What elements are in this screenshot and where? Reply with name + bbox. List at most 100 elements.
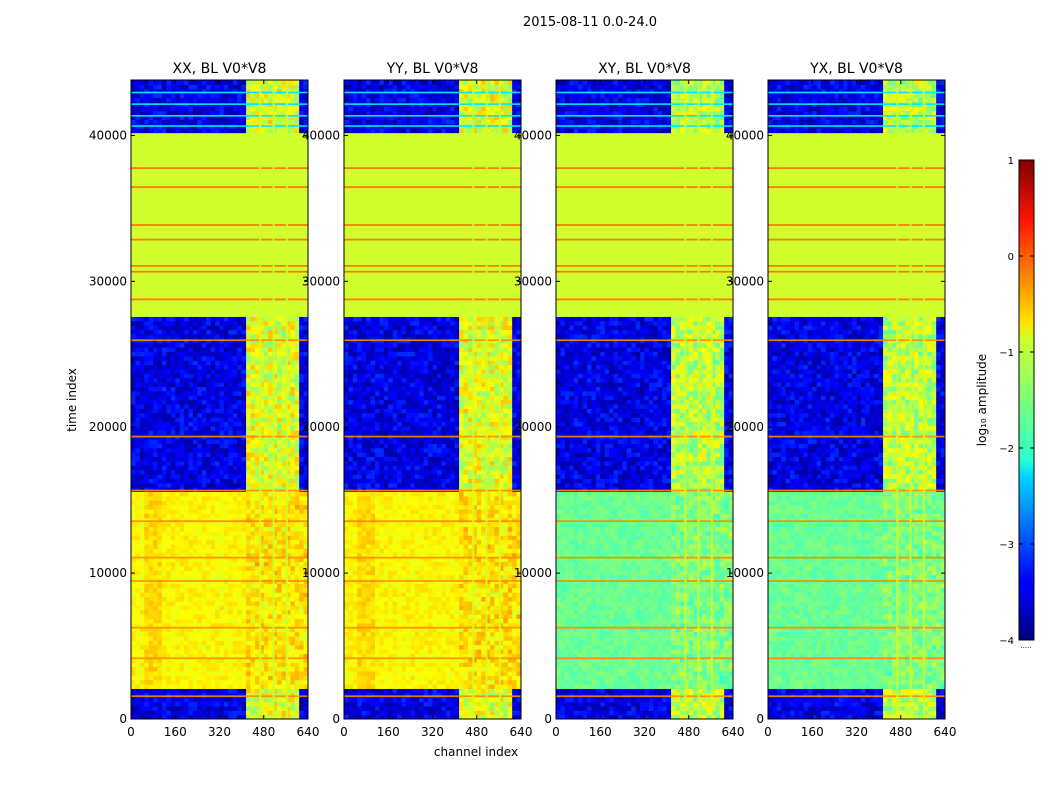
heatmap-cell <box>188 692 194 698</box>
heatmap-cell <box>161 355 167 361</box>
heatmap-cell <box>281 452 287 457</box>
heatmap-cell <box>153 311 159 317</box>
heatmap-cell <box>206 487 212 493</box>
heatmap-cell <box>219 605 225 611</box>
heatmap-cell <box>153 574 159 580</box>
heatmap-cell <box>175 281 181 287</box>
heatmap-cell <box>290 272 296 278</box>
heatmap-cell <box>197 574 203 580</box>
heatmap-cell <box>170 618 176 624</box>
heatmap-cell <box>290 613 296 619</box>
heatmap-cell <box>170 513 176 519</box>
heatmap-cell <box>184 666 190 672</box>
heatmap-cell <box>290 215 296 221</box>
heatmap-cell <box>210 206 216 212</box>
heatmap-cell <box>290 259 296 265</box>
heatmap-cell <box>299 570 305 576</box>
heatmap-cell <box>148 688 154 694</box>
heatmap-cell <box>272 526 278 532</box>
heatmap-cell <box>246 482 252 488</box>
heatmap-cell <box>232 325 238 331</box>
heatmap-cell <box>131 438 137 444</box>
heatmap-cell <box>241 325 247 331</box>
heatmap-cell <box>277 176 283 182</box>
heatmap-cell <box>277 460 283 466</box>
heatmap-cell <box>228 272 234 278</box>
heatmap-cell <box>219 561 225 567</box>
heatmap-cell <box>228 355 234 361</box>
heatmap-cell <box>157 535 163 541</box>
heatmap-cell <box>166 456 172 462</box>
heatmap-cell <box>228 513 234 519</box>
heatmap-cell <box>290 224 296 230</box>
heatmap-cell <box>223 662 229 668</box>
heatmap-cell <box>215 255 221 261</box>
heatmap-cell <box>215 281 221 287</box>
heatmap-cell <box>192 648 198 654</box>
heatmap-cell <box>170 311 176 317</box>
heatmap-cell <box>166 631 172 637</box>
heatmap-cell <box>277 683 283 689</box>
heatmap-cell <box>277 539 283 545</box>
heatmap-cell <box>179 710 185 716</box>
heatmap-cell <box>139 211 145 217</box>
heatmap-cell <box>157 342 163 348</box>
heatmap-cell <box>157 675 163 681</box>
heatmap-cell <box>246 255 252 261</box>
heatmap-cell <box>175 452 181 457</box>
heatmap-cell <box>241 320 247 326</box>
heatmap-cell <box>290 513 296 519</box>
heatmap-cell <box>192 543 198 549</box>
heatmap-cell <box>241 452 247 457</box>
heatmap-cell <box>148 627 154 633</box>
heatmap-cell <box>285 692 291 698</box>
heatmap-cell <box>285 596 291 602</box>
heatmap-cell <box>148 281 154 287</box>
heatmap-cell <box>303 662 308 668</box>
heatmap-cell <box>237 679 243 685</box>
heatmap-cell <box>228 679 234 685</box>
heatmap-cell <box>299 193 305 199</box>
heatmap-cell <box>268 692 274 698</box>
heatmap-cell <box>241 303 247 309</box>
heatmap-cell <box>254 272 260 278</box>
heatmap-cell <box>206 583 212 589</box>
heatmap-cell <box>250 548 256 554</box>
heatmap-cell <box>215 276 221 282</box>
heatmap-cell <box>131 640 137 646</box>
heatmap-cell <box>170 320 176 326</box>
heatmap-cell <box>192 513 198 519</box>
heatmap-cell <box>148 697 154 703</box>
heatmap-cell <box>246 408 252 414</box>
heatmap-cell <box>184 447 190 453</box>
heatmap-cell <box>250 587 256 593</box>
heatmap-cell <box>268 368 274 374</box>
heatmap-cell <box>144 710 150 716</box>
heatmap-cell <box>299 574 305 580</box>
heatmap-cell <box>201 438 207 444</box>
heatmap-cell <box>148 399 154 405</box>
heatmap-cell <box>223 670 229 676</box>
heatmap-cell <box>135 447 141 453</box>
heatmap-cell <box>254 697 260 703</box>
heatmap-cell <box>161 640 167 646</box>
heatmap-cell <box>281 508 287 514</box>
heatmap-cell <box>153 220 159 226</box>
heatmap-cell <box>294 692 300 698</box>
heatmap-cell <box>148 171 154 177</box>
heatmap-cell <box>192 364 198 370</box>
heatmap-cell <box>131 211 137 217</box>
heatmap-cell <box>184 574 190 580</box>
heatmap-cell <box>148 583 154 589</box>
heatmap-cell <box>281 526 287 532</box>
heatmap-cell <box>250 281 256 287</box>
heatmap-cell <box>192 487 198 493</box>
heatmap-cell <box>135 412 141 418</box>
heatmap-cell <box>197 373 203 379</box>
heatmap-cell <box>294 325 300 331</box>
heatmap-cell <box>228 452 234 457</box>
heatmap-cell <box>210 180 216 186</box>
heatmap-cell <box>131 701 137 707</box>
heatmap-cell <box>254 364 260 370</box>
heatmap-cell <box>144 215 150 221</box>
